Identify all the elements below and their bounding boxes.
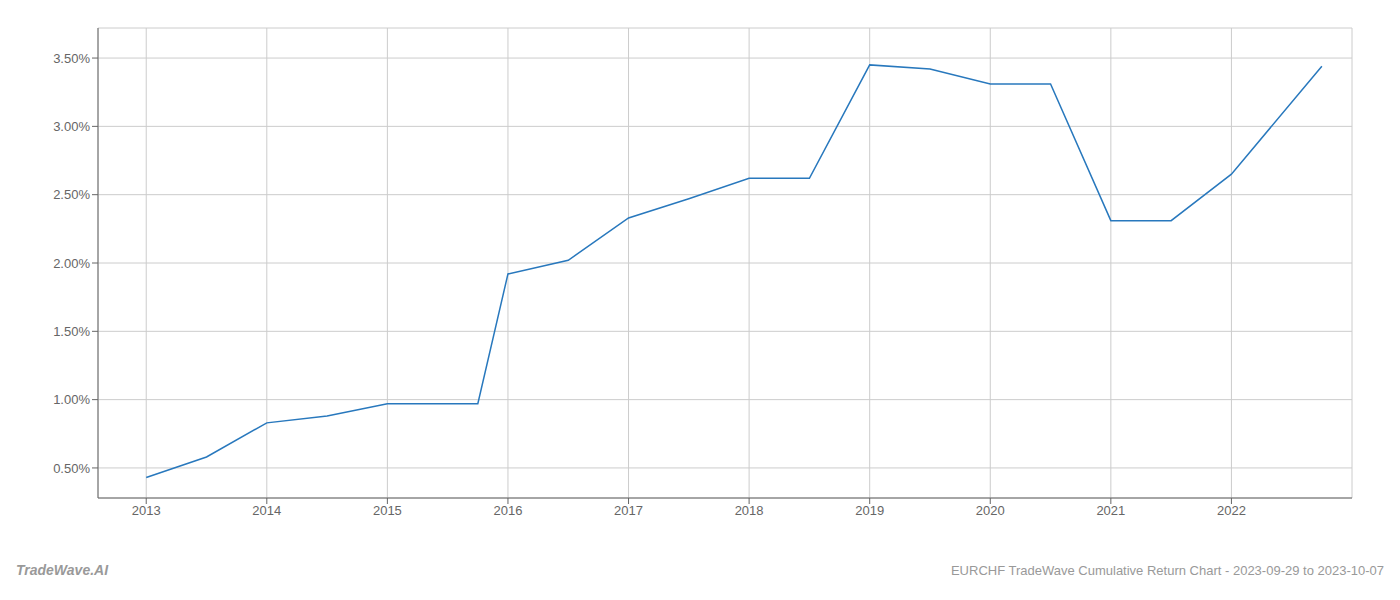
svg-text:2.00%: 2.00% (53, 256, 90, 271)
html-text:EURCHF TradeWave Cumulative Re: EURCHF TradeWave Cumulative Return Chart… (950, 563, 1384, 578)
svg-text:3.00%: 3.00% (53, 119, 90, 134)
svg-text:2017: 2017 (614, 503, 643, 518)
svg-text:2018: 2018 (735, 503, 764, 518)
svg-text:2015: 2015 (373, 503, 402, 518)
svg-text:2.50%: 2.50% (53, 187, 90, 202)
svg-text:2019: 2019 (855, 503, 884, 518)
svg-text:1.00%: 1.00% (53, 392, 90, 407)
svg-text:2013: 2013 (132, 503, 161, 518)
svg-text:1.50%: 1.50% (53, 324, 90, 339)
html-text:TradeWave.AI: TradeWave.AI (16, 562, 109, 578)
svg-text:3.50%: 3.50% (53, 51, 90, 66)
svg-text:0.50%: 0.50% (53, 461, 90, 476)
svg-text:2021: 2021 (1096, 503, 1125, 518)
svg-text:2020: 2020 (976, 503, 1005, 518)
svg-text:2014: 2014 (252, 503, 281, 518)
svg-text:2022: 2022 (1217, 503, 1246, 518)
svg-text:2016: 2016 (494, 503, 523, 518)
